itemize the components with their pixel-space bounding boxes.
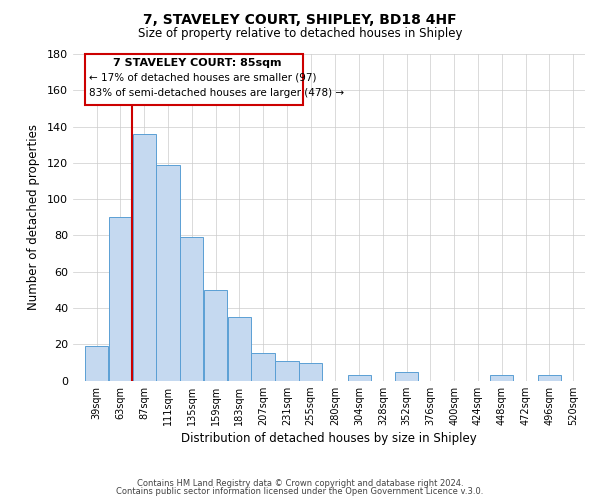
Bar [85, 346, 109, 380]
Bar [227, 317, 251, 380]
Bar [204, 290, 227, 380]
Bar [299, 362, 322, 380]
Text: 83% of semi-detached houses are larger (478) →: 83% of semi-detached houses are larger (… [89, 88, 344, 99]
Bar [347, 375, 371, 380]
Bar [157, 164, 179, 380]
Bar [133, 134, 156, 380]
Text: 7 STAVELEY COURT: 85sqm: 7 STAVELEY COURT: 85sqm [113, 58, 282, 68]
Text: Size of property relative to detached houses in Shipley: Size of property relative to detached ho… [138, 28, 462, 40]
Bar [275, 360, 299, 380]
Y-axis label: Number of detached properties: Number of detached properties [27, 124, 40, 310]
Bar [490, 375, 514, 380]
Bar [251, 354, 275, 380]
Text: Contains public sector information licensed under the Open Government Licence v.: Contains public sector information licen… [116, 487, 484, 496]
Bar [109, 218, 132, 380]
Text: ← 17% of detached houses are smaller (97): ← 17% of detached houses are smaller (97… [89, 72, 316, 82]
Bar [538, 375, 561, 380]
FancyBboxPatch shape [85, 54, 303, 105]
Text: Contains HM Land Registry data © Crown copyright and database right 2024.: Contains HM Land Registry data © Crown c… [137, 478, 463, 488]
Text: 7, STAVELEY COURT, SHIPLEY, BD18 4HF: 7, STAVELEY COURT, SHIPLEY, BD18 4HF [143, 12, 457, 26]
X-axis label: Distribution of detached houses by size in Shipley: Distribution of detached houses by size … [181, 432, 477, 445]
Bar [395, 372, 418, 380]
Bar [180, 238, 203, 380]
